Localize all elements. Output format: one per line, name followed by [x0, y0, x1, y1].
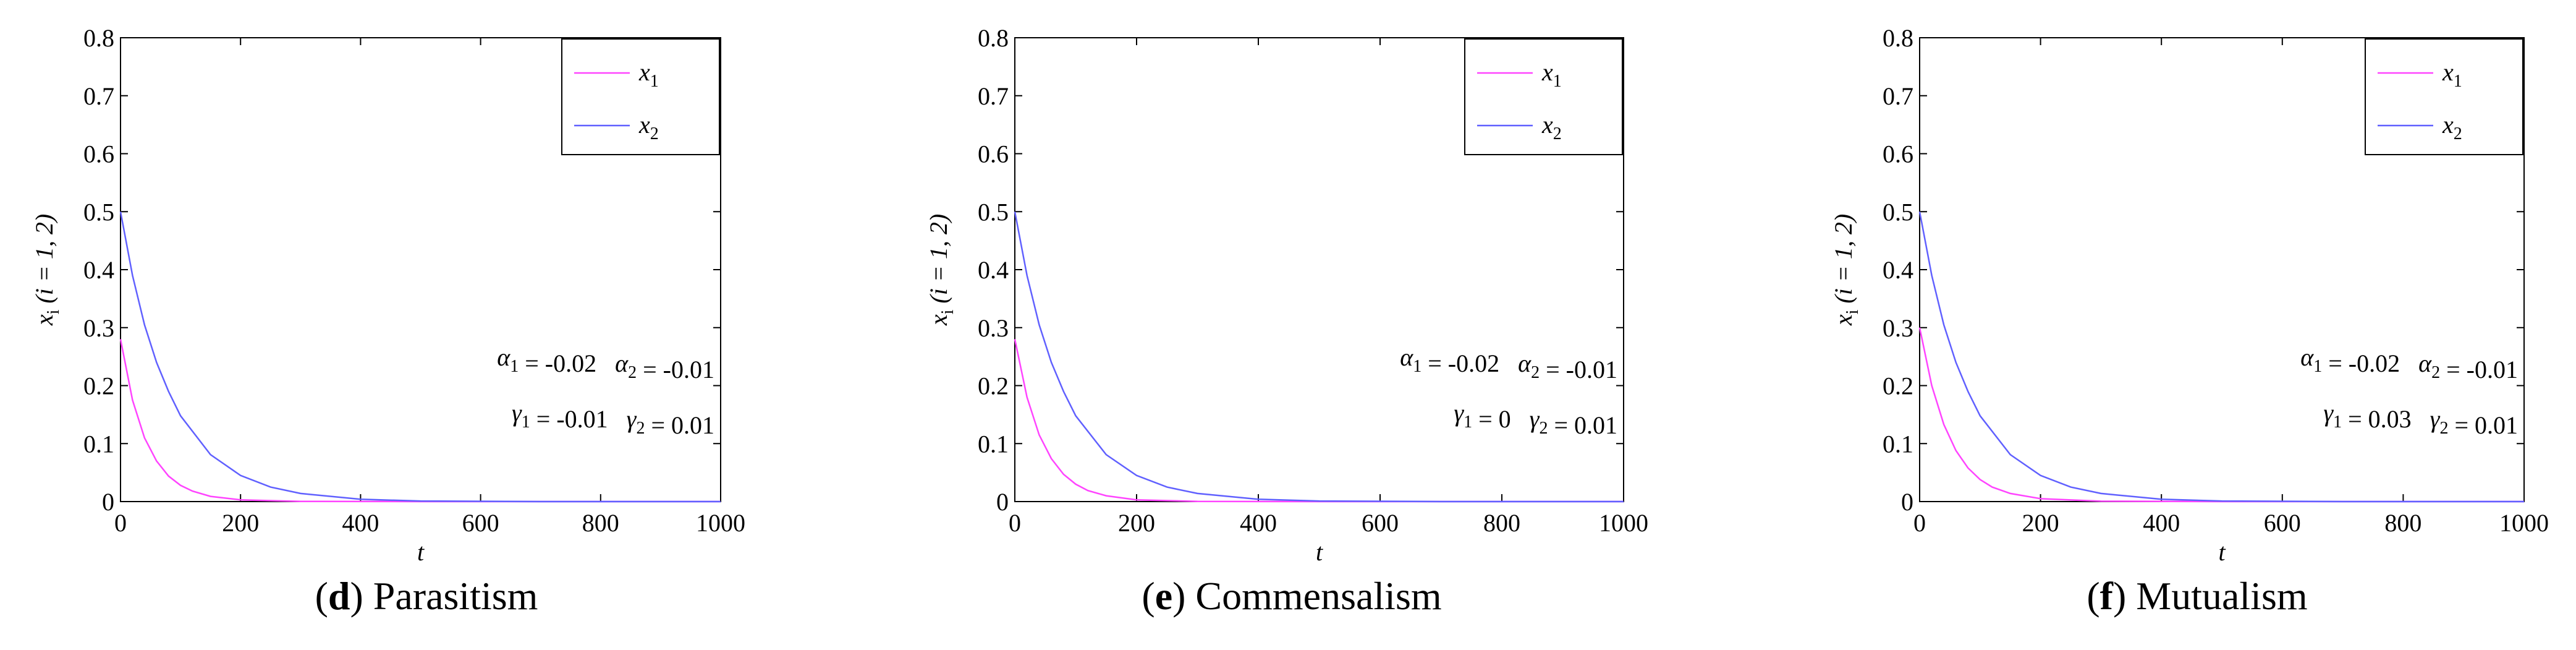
chart-panel-d: 0 0.1 0.2 0.3 0.4 0.5 0.6 0.7 0.8 0 200 400 600 800 10…	[30, 24, 745, 618]
y-tick-label: 0.8	[83, 24, 114, 52]
x-tick-label: 0	[1009, 509, 1021, 537]
x-tick-label: 400	[342, 509, 379, 537]
y-axis-label: xi (i = 1, 2)	[1829, 214, 1862, 326]
parameter-annotation: α1 = -0.02 α2 = -0.01	[1400, 343, 1617, 383]
x-tick-label: 200	[222, 509, 259, 537]
y-tick-label: 0.7	[1883, 82, 1913, 110]
parameter-annotation: γ1 = 0.03 γ2 = 0.01	[2323, 399, 2518, 439]
x-tick-label: 1000	[1599, 509, 1648, 537]
y-tick-label: 0.7	[978, 82, 1009, 110]
y-tick-label: 0.8	[1883, 24, 1913, 52]
legend-entry-x1: x1	[1541, 58, 1562, 91]
chart-panel-f: 0 0.1 0.2 0.3 0.4 0.5 0.6 0.7 0.8 0 200 400 600 800 10…	[1829, 24, 2549, 618]
x-tick-label: 200	[1118, 509, 1155, 537]
y-tick-label: 0	[102, 488, 114, 516]
x-tick-label: 600	[462, 509, 499, 537]
panel-caption: (f) Mutualism	[2087, 574, 2307, 618]
x-tick-label: 800	[2384, 509, 2421, 537]
x-tick-label: 0	[114, 509, 127, 537]
y-tick-label: 0.5	[1883, 198, 1913, 226]
chart-panel-e: 0 0.1 0.2 0.3 0.4 0.5 0.6 0.7 0.8 0 200 400 600 800 10…	[925, 24, 1648, 618]
x-tick-label: 400	[2143, 509, 2180, 537]
x-tick-label: 1000	[696, 509, 745, 537]
series-line-x1	[119, 339, 721, 503]
legend-box	[2365, 38, 2523, 155]
panel-caption: (d) Parasitism	[315, 574, 538, 618]
legend-box	[561, 38, 720, 155]
y-tick-label: 0.2	[1883, 372, 1913, 400]
series-line-x1	[1014, 339, 1624, 503]
x-tick-label: 800	[1483, 509, 1520, 537]
y-tick-label: 0.4	[978, 256, 1009, 284]
legend: x1 x2	[1464, 38, 1623, 155]
y-tick-label: 0.1	[978, 430, 1009, 458]
y-tick-label: 0.3	[83, 314, 114, 342]
y-tick-label: 0	[996, 488, 1009, 516]
y-axis-label: xi (i = 1, 2)	[925, 214, 957, 326]
x-tick-label: 1000	[2499, 509, 2549, 537]
legend-entry-x2: x2	[1541, 111, 1562, 143]
x-tick-label: 0	[1913, 509, 1926, 537]
legend-entry-x2: x2	[2442, 111, 2462, 143]
y-axis-label: xi (i = 1, 2)	[30, 214, 63, 326]
panel-caption: (e) Commensalism	[1142, 574, 1441, 618]
parameter-annotation: γ1 = -0.01 γ2 = 0.01	[512, 399, 714, 439]
y-tick-label: 0.7	[83, 82, 114, 110]
x-tick-label: 600	[1362, 509, 1399, 537]
x-axis-label: t	[2218, 538, 2226, 566]
legend-entry-x1: x1	[2442, 58, 2462, 91]
y-tick-label: 0.2	[978, 372, 1009, 400]
legend: x1 x2	[2365, 38, 2523, 155]
y-tick-label: 0.4	[83, 256, 114, 284]
x-tick-label: 800	[582, 509, 619, 537]
series-line-x2	[1014, 212, 1624, 503]
legend-entry-x1: x1	[638, 58, 659, 91]
y-tick-label: 0.5	[978, 198, 1009, 226]
x-axis-label: t	[1316, 538, 1323, 566]
x-tick-label: 600	[2264, 509, 2301, 537]
parameter-annotation: α1 = -0.02 α2 = -0.01	[497, 343, 714, 383]
parameter-annotation: γ1 = 0 γ2 = 0.01	[1454, 399, 1617, 439]
y-tick-label: 0.2	[83, 372, 114, 400]
series-line-x1	[1918, 327, 2524, 503]
y-tick-label: 0.6	[1883, 140, 1913, 168]
series-line-x2	[119, 212, 721, 503]
y-tick-label: 0.6	[978, 140, 1009, 168]
y-tick-label: 0.5	[83, 198, 114, 226]
y-tick-label: 0.1	[1883, 430, 1913, 458]
x-tick-label: 200	[2022, 509, 2059, 537]
legend-entry-x2: x2	[638, 111, 659, 143]
y-tick-label: 0.1	[83, 430, 114, 458]
y-tick-label: 0.3	[978, 314, 1009, 342]
y-tick-label: 0	[1901, 488, 1913, 516]
y-tick-label: 0.6	[83, 140, 114, 168]
x-axis-label: t	[417, 538, 425, 566]
series-line-x2	[1918, 212, 2524, 503]
legend-box	[1464, 38, 1623, 155]
x-tick-label: 400	[1240, 509, 1277, 537]
y-tick-label: 0.3	[1883, 314, 1913, 342]
parameter-annotation: α1 = -0.02 α2 = -0.01	[2300, 343, 2518, 383]
y-tick-label: 0.4	[1883, 256, 1913, 284]
legend: x1 x2	[561, 38, 720, 155]
y-tick-label: 0.8	[978, 24, 1009, 52]
